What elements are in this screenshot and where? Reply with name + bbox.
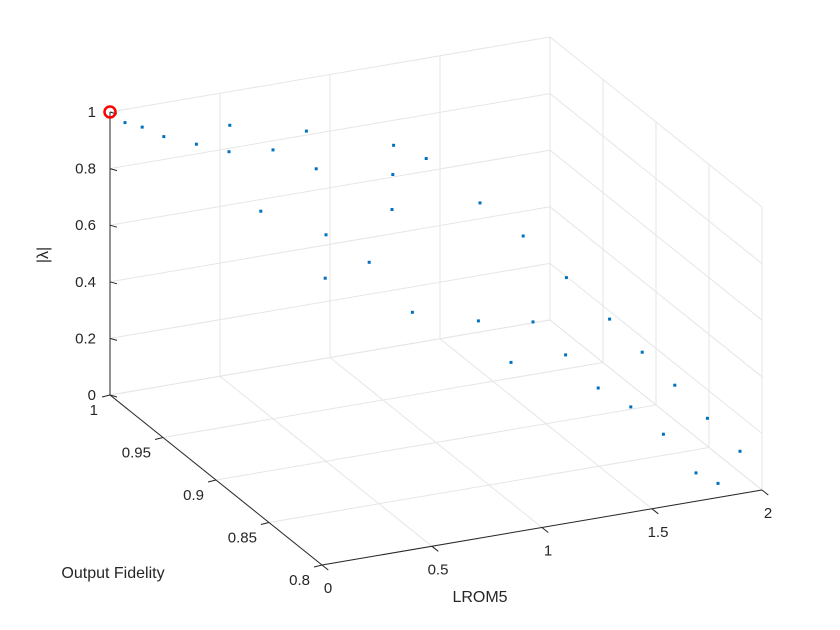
grid-line-backwall-z — [109, 149, 551, 226]
y-axis-label: Output Fidelity — [61, 565, 164, 582]
grid-line-rightwall-z — [549, 319, 763, 491]
x-tick-mark — [651, 508, 659, 515]
data-point — [608, 317, 612, 321]
data-point — [194, 142, 198, 146]
x-axis-label: LROM5 — [452, 589, 507, 606]
data-point — [162, 135, 166, 139]
x-tick-label: 0 — [324, 580, 332, 597]
data-point — [390, 208, 394, 211]
x-tick-mark — [541, 527, 549, 533]
data-point — [531, 320, 535, 324]
grid-line-rightwall-z — [549, 93, 763, 264]
data-points — [103, 105, 742, 485]
z-tick-mark — [109, 168, 118, 172]
data-point — [716, 481, 720, 485]
y-tick-mark — [101, 394, 111, 398]
highlight-point — [103, 105, 117, 119]
x-tick-mark — [761, 489, 769, 496]
grid-layer — [109, 36, 763, 566]
y-tick-label: 0.85 — [228, 530, 257, 547]
y-tick-mark — [313, 564, 323, 568]
data-point — [410, 310, 414, 314]
y-tick-mark — [260, 522, 270, 525]
data-point — [564, 276, 568, 280]
data-point — [705, 416, 709, 420]
data-point — [367, 260, 371, 264]
grid-line-backwall-z — [109, 206, 551, 283]
y-tick-mark — [207, 479, 217, 483]
z-tick-mark — [109, 337, 118, 341]
data-point — [661, 432, 665, 436]
data-point — [323, 276, 327, 280]
x-tick-mark — [321, 564, 329, 571]
data-point — [673, 383, 677, 387]
grid-line-floor-y — [215, 404, 657, 481]
data-point — [391, 173, 395, 176]
grid-line-rightwall-z — [549, 206, 763, 378]
y-tick-mark — [154, 437, 164, 440]
z-tick-label: 0.4 — [75, 274, 96, 291]
data-point — [738, 449, 742, 453]
z-tick-mark — [109, 394, 118, 398]
data-point — [694, 471, 698, 475]
data-point — [304, 129, 308, 133]
data-point — [324, 233, 328, 237]
z-tick-label: 0.8 — [75, 161, 96, 178]
data-point — [596, 386, 600, 390]
grid-line-floor-y — [268, 447, 710, 523]
data-point — [140, 125, 144, 129]
z-axis-label: |λ| — [35, 247, 52, 263]
grid-line-rightwall-z — [549, 149, 763, 321]
grid-line-backwall-z — [109, 262, 551, 339]
grid-line-backwall-z — [109, 36, 551, 113]
y-tick-label: 0.9 — [183, 487, 204, 504]
x-tick-mark — [431, 545, 439, 552]
data-point — [424, 157, 428, 160]
data-point — [629, 405, 633, 409]
x-tick-label: 1.5 — [648, 524, 669, 541]
y-tick-label: 1 — [90, 402, 98, 419]
data-point — [476, 319, 480, 323]
y-tick-label: 0.8 — [289, 572, 310, 589]
data-point — [314, 167, 318, 171]
data-point — [521, 234, 525, 238]
z-tick-mark — [109, 224, 118, 228]
data-point — [227, 150, 231, 154]
grid-line-backwall-z — [109, 93, 551, 170]
data-point — [392, 143, 396, 147]
z-tick-label: 0.2 — [75, 330, 96, 347]
grid-line-backwall-z — [109, 319, 551, 396]
data-point — [640, 350, 644, 354]
data-point — [228, 123, 232, 127]
z-tick-mark — [109, 281, 118, 285]
data-point — [123, 121, 127, 125]
data-point — [509, 360, 513, 364]
data-point — [271, 148, 275, 152]
x-tick-label: 0.5 — [428, 561, 449, 578]
y-tick-label: 0.95 — [122, 445, 151, 462]
data-point — [259, 209, 263, 213]
z-tick-label: 0 — [88, 387, 96, 404]
grid-line-rightwall-z — [549, 36, 763, 208]
grid-line-floor-y — [162, 362, 604, 438]
data-point — [478, 201, 482, 205]
grid-line-rightwall-z — [549, 263, 763, 434]
z-tick-label: 1 — [88, 104, 96, 121]
data-point — [564, 353, 568, 357]
z-tick-label: 0.6 — [75, 217, 96, 234]
x-tick-label: 1 — [544, 543, 552, 560]
axes-layer — [101, 111, 769, 571]
x-tick-label: 2 — [764, 505, 772, 522]
